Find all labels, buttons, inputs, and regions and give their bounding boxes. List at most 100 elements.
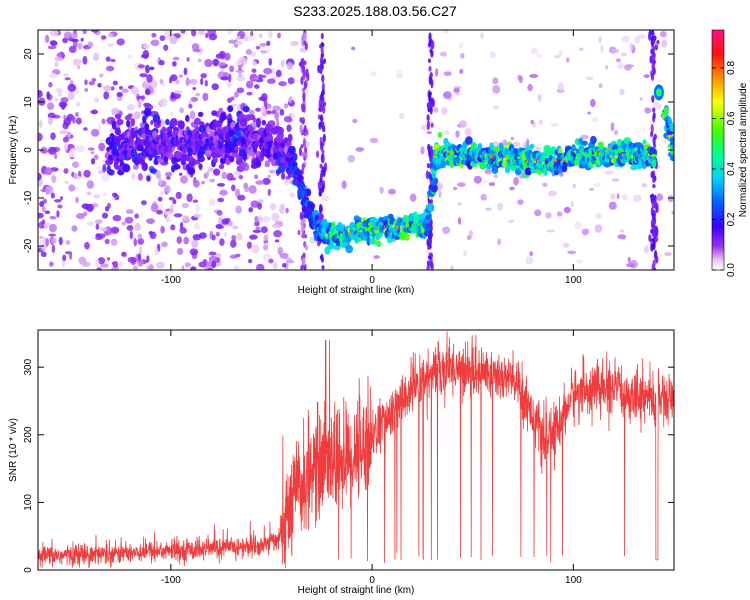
spectrogram-noise-blob: [105, 65, 115, 72]
spectrogram-noise-blob: [63, 31, 73, 39]
spectrogram-noise-blob: [483, 179, 487, 184]
spectrogram-ridge-blob: [530, 143, 535, 149]
spectrogram-noise-blob: [621, 35, 631, 43]
spectrogram-streak: [302, 91, 306, 102]
spectrogram-noise-blob: [231, 234, 237, 241]
spectrogram-noise-blob: [466, 235, 472, 241]
spectrogram-noise-blob: [86, 191, 92, 196]
spectrogram-ridge-blob: [185, 114, 190, 122]
spectrogram-noise-blob: [197, 58, 202, 63]
spectrogram-noise-blob: [608, 201, 617, 210]
spectrogram-streak: [321, 265, 325, 270]
spectrogram-noise-blob: [60, 196, 63, 201]
spectrogram-noise-blob: [454, 92, 461, 96]
spectrogram-noise-blob: [60, 97, 69, 103]
spectrogram-xtick-label: -100: [161, 275, 181, 286]
spectrogram-ridge-blob: [345, 244, 354, 254]
spectrogram-ridge-blob: [297, 183, 306, 189]
spectrogram-noise-blob: [455, 130, 460, 138]
spectrogram-noise-blob: [131, 172, 135, 180]
spectrogram-streak: [426, 120, 430, 131]
spectrogram-noise-blob: [169, 77, 173, 84]
spectrogram-noise-blob: [656, 193, 664, 201]
spectrogram-streak: [319, 64, 323, 75]
spectrogram-ridge-blob: [165, 118, 170, 126]
spectrogram-ridge-blob: [510, 165, 516, 172]
spectrogram-noise-blob: [200, 77, 204, 86]
colorbar-ticks: 0.0 0.2 0.4 0.6 0.8: [712, 61, 737, 277]
spectrogram-noise-blob: [459, 68, 464, 74]
spectrogram-ytick-label: -10: [23, 190, 34, 205]
colorbar-tick-label: 0.4: [726, 162, 737, 176]
spectrogram-noise-blob: [82, 30, 87, 35]
spectrogram-noise-blob: [47, 45, 57, 50]
spectrogram-streak: [300, 76, 304, 85]
spectrogram-noise-blob: [526, 138, 530, 148]
spectrogram-ytick-label: 10: [23, 96, 34, 108]
spectrogram-ridge-blob: [212, 156, 218, 163]
spectrogram-noise-blob: [54, 56, 63, 62]
spectrogram-streak: [321, 88, 325, 96]
spectrogram-noise-blob: [530, 47, 539, 55]
spectrogram-noise-blob: [56, 210, 60, 218]
spectrogram-noise-blob: [159, 190, 164, 197]
spectrogram-noise-blob: [127, 256, 137, 263]
spectrogram-noise-blob: [272, 262, 278, 270]
spectrogram-streak: [301, 103, 305, 110]
spectrogram-noise-blob: [75, 112, 79, 117]
spectrogram-noise-blob: [234, 188, 241, 197]
spectrogram-noise-blob: [215, 253, 222, 259]
spectrogram-noise-blob: [46, 102, 55, 110]
spectrogram-noise-blob: [107, 257, 111, 261]
spectrogram-streak: [653, 267, 657, 270]
spectrogram-ridge-blob: [437, 131, 443, 138]
spectrogram-noise-blob: [309, 236, 316, 244]
spectrogram-noise-blob: [56, 53, 62, 57]
spectrogram-noise-blob: [90, 151, 95, 155]
spectrogram-noise-blob: [217, 197, 224, 203]
spectrogram-noise-blob: [202, 92, 209, 102]
spectrogram-noise-blob: [139, 73, 148, 78]
spectrogram-noise-blob: [566, 57, 570, 63]
spectrogram-streak: [652, 67, 656, 76]
spectrogram-noise-blob: [86, 203, 94, 213]
spectrogram-noise-blob: [96, 267, 103, 270]
spectrogram-noise-blob: [510, 136, 514, 141]
spectrogram-noise-blob: [188, 104, 193, 109]
spectrogram-noise-blob: [236, 232, 243, 241]
spectrogram-noise-blob: [195, 92, 200, 97]
spectrogram-streak: [301, 87, 305, 93]
spectrogram-streak: [319, 103, 323, 113]
spectrogram-noise-blob: [69, 251, 73, 260]
spectrogram-noise-blob: [198, 30, 206, 36]
spectrogram-ridge-blob: [248, 114, 256, 121]
spectrogram-streak: [428, 91, 432, 101]
spectrogram-streak: [654, 249, 658, 259]
spectrogram-noise-blob: [48, 233, 56, 237]
spectrogram-streak: [427, 143, 431, 152]
spectrogram-noise-blob: [581, 228, 590, 235]
spectrogram-noise-blob: [271, 76, 279, 80]
spectrogram-noise-blob: [62, 37, 68, 44]
spectrogram-ridge-blob: [292, 162, 298, 168]
snr-xtick-label: -100: [161, 575, 181, 586]
spectrogram-noise-blob: [72, 58, 82, 66]
spectrogram-ridge-blob: [292, 152, 298, 162]
spectrogram-noise-blob: [50, 132, 56, 140]
spectrogram-noise-blob: [159, 60, 165, 66]
spectrogram-streak: [428, 65, 432, 72]
spectrogram-noise-blob: [87, 147, 95, 151]
snr-xlabel: Height of straight line (km): [298, 585, 415, 596]
spectrogram-noise-blob: [450, 265, 454, 270]
spectrogram-noise-blob: [70, 38, 79, 43]
spectrogram-noise-blob: [173, 213, 183, 218]
spectrogram-ridge-blob: [163, 156, 169, 163]
spectrogram-noise-blob: [82, 55, 88, 65]
spectrogram-ridge-core: [428, 196, 434, 200]
spectrogram-noise-blob: [149, 66, 155, 71]
spectrogram-noise-blob: [104, 238, 110, 245]
spectrogram-ridge-blob: [286, 140, 292, 148]
spectrogram-ridge-blob: [132, 164, 139, 170]
spectrogram-noise-blob: [189, 110, 196, 120]
